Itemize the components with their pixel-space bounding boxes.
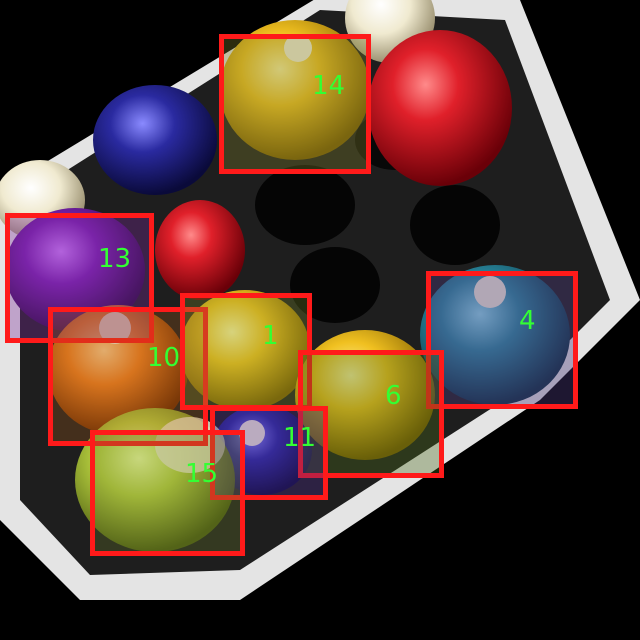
annotation-tint [215,411,323,495]
annotation-box-13: 13 [5,213,154,343]
annotation-tint [185,298,307,405]
annotation-tint [10,218,149,338]
annotation-box-14: 14 [219,34,371,174]
annotation-tint [95,435,240,551]
annotation-label-11: 11 [283,423,317,453]
annotation-label-6: 6 [385,381,402,411]
annotation-label-10: 10 [147,343,181,373]
annotation-label-14: 14 [312,71,346,101]
annotation-box-10: 10 [48,307,208,446]
annotation-box-4: 4 [426,271,578,409]
annotation-tint [53,312,203,441]
annotation-label-15: 15 [185,459,219,489]
annotation-tint [224,39,366,169]
annotation-tint [431,276,573,404]
annotation-box-11: 11 [210,406,328,500]
annotation-box-1: 1 [180,293,312,410]
annotation-label-4: 4 [519,306,536,336]
annotation-label-13: 13 [98,244,132,274]
annotation-label-1: 1 [262,321,279,351]
annotation-box-15: 15 [90,430,245,556]
